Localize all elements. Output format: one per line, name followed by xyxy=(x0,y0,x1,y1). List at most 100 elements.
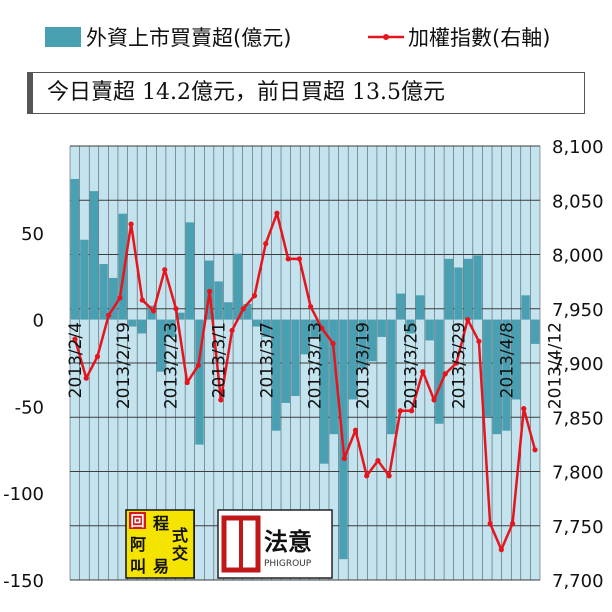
bar xyxy=(224,302,233,320)
index-point xyxy=(341,455,347,462)
bar xyxy=(214,281,223,320)
index-point xyxy=(532,447,538,453)
bar xyxy=(511,319,521,400)
index-point xyxy=(195,362,202,368)
logo-left-mark: 回 xyxy=(131,514,145,530)
index-point xyxy=(476,338,482,344)
index-point xyxy=(207,288,213,294)
bar xyxy=(435,319,444,424)
summary-text: 今日賣超 14.2億元，前日買超 13.5億元 xyxy=(47,80,445,105)
logo-left-char-5: 交 xyxy=(172,544,188,563)
x-axis-labels: 2013/2/4 2013/2/19 2013/2/23 2013/3/1 2013/3… xyxy=(66,322,566,409)
index-point xyxy=(442,371,448,377)
index-line xyxy=(73,212,537,551)
right-tick-label: 7,700 xyxy=(552,571,604,592)
bar xyxy=(80,239,89,320)
x-tick-label: 2013/3/7 xyxy=(258,322,278,398)
right-axis-labels: 8,100 8,050 8,000 7,950 7,900 7,850 7,800 7,750… xyxy=(552,137,604,592)
bar xyxy=(492,319,502,435)
bar xyxy=(319,319,329,464)
bar xyxy=(233,253,243,320)
index-point xyxy=(184,379,190,386)
bar xyxy=(118,213,127,320)
bar xyxy=(243,303,252,320)
logo-right-background xyxy=(217,509,333,579)
logo-right-sub: PHIGROUP xyxy=(264,559,312,569)
legend-line-label: 加權指數(右軸) xyxy=(408,26,550,50)
x-tick-label: 2013/2/23 xyxy=(162,322,182,409)
legend-bar-swatch xyxy=(45,27,81,47)
index-point xyxy=(274,210,280,216)
bar xyxy=(521,295,530,320)
logo-left-char-3: 程 xyxy=(153,514,169,533)
logo-left: 回 阿 叫 程 式 交 易 xyxy=(125,509,195,579)
index-point xyxy=(498,547,504,553)
left-tick-label: -150 xyxy=(3,571,44,592)
index-point xyxy=(352,427,359,433)
right-tick-label: 8,000 xyxy=(552,246,604,267)
bar xyxy=(406,319,415,334)
index-point xyxy=(263,241,269,247)
bar xyxy=(147,305,156,320)
index-point xyxy=(251,293,258,299)
index-point xyxy=(229,327,235,334)
index-point xyxy=(162,267,168,273)
index-point xyxy=(296,256,302,262)
left-tick-label: -100 xyxy=(3,484,44,505)
bar xyxy=(185,222,195,320)
bar xyxy=(454,267,463,320)
bar xyxy=(415,295,425,320)
bar xyxy=(166,319,175,337)
summary-box: 今日賣超 14.2億元，前日買超 13.5億元 xyxy=(27,72,585,114)
logo-left-mark-frame xyxy=(129,512,146,529)
x-tick-label: 2013/2/4 xyxy=(66,322,86,398)
index-point xyxy=(431,397,437,403)
index-point xyxy=(240,306,246,312)
bar xyxy=(358,319,367,369)
bar xyxy=(108,277,118,320)
logo-left-char-2: 叫 xyxy=(130,557,146,576)
left-tick-label: 50 xyxy=(21,224,44,245)
bar xyxy=(252,319,262,327)
index-point xyxy=(218,397,224,403)
bar xyxy=(176,312,185,320)
index-point xyxy=(285,256,291,262)
bar xyxy=(99,264,108,320)
x-tick-label: 2013/2/19 xyxy=(114,322,134,409)
index-point xyxy=(386,473,392,479)
index-point xyxy=(408,408,415,414)
bar xyxy=(387,319,396,435)
legend-bar-label: 外資上市買賣超(億元) xyxy=(86,26,291,50)
bar xyxy=(137,319,147,334)
bar xyxy=(156,319,166,372)
bar xyxy=(300,319,310,355)
bar xyxy=(128,319,137,327)
bar xyxy=(396,293,406,320)
right-tick-label: 7,950 xyxy=(552,300,604,321)
bar xyxy=(348,319,358,400)
index-point xyxy=(72,336,78,342)
index-point xyxy=(397,408,403,414)
right-tick-label: 7,800 xyxy=(552,463,604,484)
x-tick-label: 2013/4/8 xyxy=(497,322,517,398)
line-series xyxy=(72,210,538,553)
index-point xyxy=(375,458,381,464)
index-point xyxy=(487,520,493,527)
index-point xyxy=(521,405,527,412)
bar xyxy=(377,319,386,337)
right-tick-label: 8,050 xyxy=(552,191,604,212)
index-point xyxy=(128,221,134,227)
index-point xyxy=(94,353,101,360)
index-point xyxy=(308,303,314,310)
bar xyxy=(70,178,79,320)
logo-left-char-1: 阿 xyxy=(130,535,146,554)
bar xyxy=(329,319,338,435)
index-point xyxy=(453,360,460,366)
index-point xyxy=(173,306,179,312)
bar xyxy=(310,319,319,337)
right-tick-label: 7,850 xyxy=(552,408,604,429)
bar xyxy=(89,191,99,320)
right-tick-label: 7,900 xyxy=(552,354,604,375)
